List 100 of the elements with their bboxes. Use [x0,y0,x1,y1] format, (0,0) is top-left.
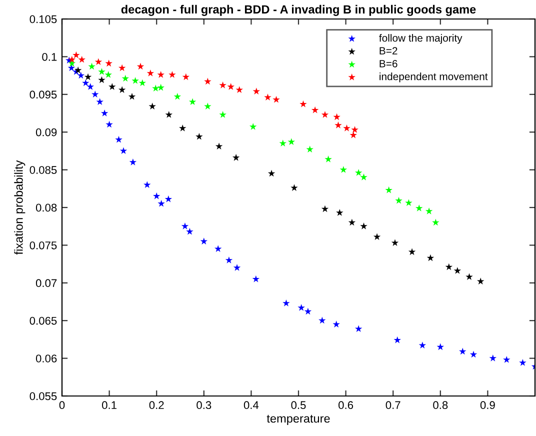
point [432,218,440,226]
x-tick-label: 0.9 [480,401,495,410]
x-tick-label: 0.3 [196,401,212,410]
point [204,78,212,85]
point [225,256,233,264]
point [120,147,128,154]
point [252,275,260,282]
point [82,79,90,86]
point [408,248,416,256]
point [351,126,358,133]
legend-label: independent movement [380,72,488,82]
point [118,86,126,93]
point [182,73,190,80]
point [181,222,189,230]
point [288,138,296,145]
point [136,62,144,70]
y-tick-label: 0.06 [36,354,57,362]
point [115,136,122,143]
point [72,51,80,58]
point [78,56,86,63]
point [290,184,298,191]
point [373,233,381,240]
point [157,84,164,91]
point [466,273,473,280]
x-tick-label: 0 [59,401,65,410]
legend-label: B=6 [380,60,398,68]
point [333,113,340,120]
x-tick-label: 0.7 [386,401,400,410]
point [84,73,92,80]
point [340,166,348,173]
y-axis-title: fixation probability [14,160,26,255]
x-axis-title: temperature [266,414,330,425]
point [298,304,305,311]
point [219,82,226,88]
point [118,64,126,72]
point [405,199,412,206]
point [165,110,173,118]
point [94,58,102,66]
point [105,60,112,67]
point [436,343,444,350]
point [519,359,526,366]
point [306,146,314,153]
point [268,170,276,177]
point [132,77,139,84]
point [88,62,96,70]
point [348,218,356,226]
point [128,92,136,100]
point [164,195,172,202]
point [77,72,85,79]
point [385,186,392,194]
point [324,155,332,162]
point [179,124,186,132]
point [104,70,112,78]
point [146,69,154,76]
point [158,200,165,207]
point [219,110,226,118]
point [360,222,368,230]
point [152,192,160,200]
x-tick-label: 0.1 [102,401,116,410]
point [148,102,156,110]
point [232,154,240,161]
point [168,70,176,78]
point [186,228,194,235]
point [68,64,76,72]
point [91,90,99,98]
point [214,245,222,252]
legend-label: follow the majority [379,34,462,44]
point [68,56,76,63]
point [252,88,260,94]
point [321,110,329,118]
point [236,86,243,93]
point [138,79,146,86]
point [418,342,426,349]
point [350,131,357,138]
point [391,239,399,246]
point [227,83,234,90]
point [300,100,307,108]
y-tick-label: 0.095 [30,90,57,99]
x-tick-label: 0.4 [244,401,259,410]
point [233,264,241,271]
point [129,158,137,166]
point [304,308,312,315]
point [144,181,151,188]
y-tick-label: 0.055 [30,392,57,400]
point [395,196,402,204]
point [100,109,108,116]
y-tick-label: 0.105 [30,15,57,24]
point [157,70,164,78]
point [459,348,466,355]
point [489,354,497,362]
point [336,208,344,216]
y-tick-label: 0.09 [36,128,57,136]
point [321,205,329,212]
y-tick-label: 0.085 [30,166,57,174]
x-tick-label: 0.5 [291,401,306,410]
point [279,140,287,146]
point [425,207,433,214]
point [200,238,208,245]
point [354,325,362,332]
y-tick-label: 0.08 [36,204,57,212]
